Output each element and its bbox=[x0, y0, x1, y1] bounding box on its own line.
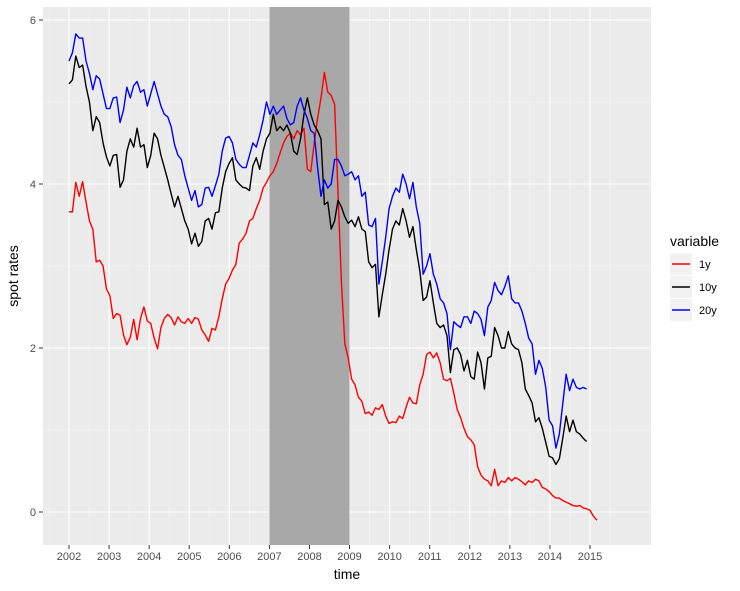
y-tick-label: 2 bbox=[30, 343, 36, 355]
y-axis-title: spot rates bbox=[5, 245, 21, 306]
x-tick-label: 2008 bbox=[297, 551, 321, 563]
x-tick-label: 2012 bbox=[458, 551, 482, 563]
x-axis: 2002 2003 2004 2005 2006 2007 2008 2009 2010 2011… bbox=[57, 545, 602, 563]
legend-entry-1y: 1y bbox=[670, 253, 711, 275]
y-tick-label: 4 bbox=[30, 179, 36, 191]
series-line-20y bbox=[68, 33, 587, 449]
legend-label: 10y bbox=[699, 282, 717, 294]
y-tick-label: 6 bbox=[30, 15, 36, 27]
x-tick-label: 2003 bbox=[97, 551, 121, 563]
legend-label: 20y bbox=[699, 305, 717, 317]
legend: variable 1y 10y 20y bbox=[670, 233, 719, 321]
x-tick-label: 2011 bbox=[418, 551, 442, 563]
x-tick-label: 2009 bbox=[337, 551, 361, 563]
x-tick-label: 2005 bbox=[177, 551, 201, 563]
series-line-10y bbox=[68, 55, 588, 466]
series-layer bbox=[68, 33, 598, 521]
x-tick-label: 2002 bbox=[57, 551, 81, 563]
y-axis: 0 2 4 6 bbox=[30, 15, 43, 519]
x-tick-label: 2004 bbox=[137, 551, 161, 563]
shaded-recession-region bbox=[269, 7, 350, 545]
minor-gridlines bbox=[43, 7, 651, 545]
x-tick-label: 2014 bbox=[538, 551, 562, 563]
legend-entry-20y: 20y bbox=[670, 299, 717, 321]
x-tick-label: 2010 bbox=[377, 551, 401, 563]
legend-title: variable bbox=[670, 233, 719, 249]
x-tick-label: 2007 bbox=[257, 551, 281, 563]
series-line-1y bbox=[69, 71, 598, 521]
x-tick-label: 2015 bbox=[578, 551, 602, 563]
x-tick-label: 2006 bbox=[217, 551, 241, 563]
x-axis-title: time bbox=[334, 566, 361, 582]
legend-entry-10y: 10y bbox=[670, 276, 717, 298]
legend-entries: 1y 10y 20y bbox=[670, 253, 717, 321]
y-tick-label: 0 bbox=[30, 507, 36, 519]
x-tick-label: 2013 bbox=[498, 551, 522, 563]
legend-label: 1y bbox=[699, 259, 711, 271]
